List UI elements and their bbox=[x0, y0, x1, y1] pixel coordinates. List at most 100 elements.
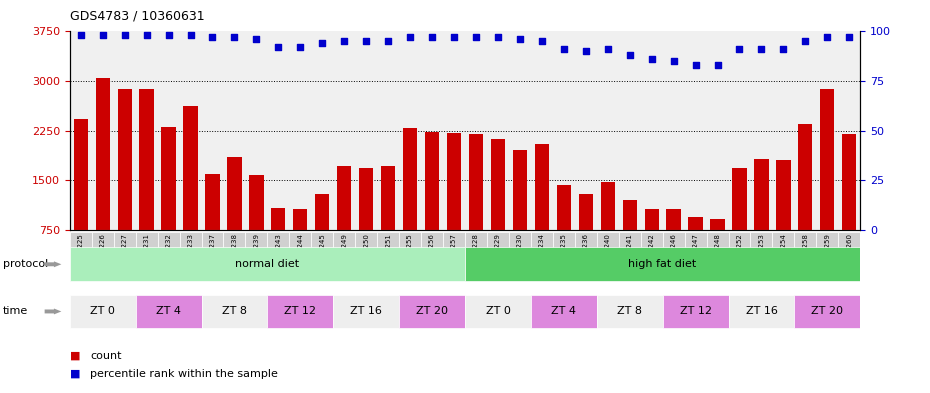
Bar bbox=[403, 128, 418, 279]
Bar bbox=[465, 295, 531, 328]
Text: GSM1263233: GSM1263233 bbox=[188, 233, 193, 280]
Bar bbox=[707, 232, 728, 281]
Text: GSM1263228: GSM1263228 bbox=[473, 233, 479, 280]
Bar bbox=[469, 134, 483, 279]
Bar bbox=[728, 232, 751, 281]
Bar bbox=[272, 208, 286, 279]
Text: GSM1263242: GSM1263242 bbox=[648, 233, 655, 280]
Text: GDS4783 / 10360631: GDS4783 / 10360631 bbox=[70, 10, 205, 23]
Text: protocol: protocol bbox=[3, 259, 48, 269]
Point bbox=[820, 34, 835, 40]
Text: GSM1263235: GSM1263235 bbox=[561, 233, 566, 280]
Point bbox=[535, 38, 550, 44]
Bar bbox=[337, 166, 352, 279]
Text: GSM1263239: GSM1263239 bbox=[253, 233, 259, 280]
Text: GSM1263250: GSM1263250 bbox=[364, 233, 369, 280]
Bar bbox=[777, 160, 790, 279]
Point bbox=[205, 34, 219, 40]
Point bbox=[117, 32, 132, 39]
Text: GSM1263255: GSM1263255 bbox=[407, 233, 413, 280]
Bar bbox=[622, 200, 637, 279]
Bar bbox=[421, 232, 443, 281]
Text: GSM1263238: GSM1263238 bbox=[232, 233, 237, 280]
Bar bbox=[312, 232, 333, 281]
Point bbox=[161, 32, 176, 39]
Text: high fat diet: high fat diet bbox=[629, 259, 697, 268]
Bar bbox=[293, 209, 308, 279]
Bar bbox=[267, 232, 289, 281]
Bar bbox=[202, 295, 267, 328]
Point bbox=[842, 34, 857, 40]
Text: ZT 4: ZT 4 bbox=[551, 306, 577, 316]
Text: GSM1263249: GSM1263249 bbox=[341, 233, 347, 280]
Point bbox=[600, 46, 615, 52]
Text: ZT 0: ZT 0 bbox=[90, 306, 115, 316]
Text: GSM1263225: GSM1263225 bbox=[78, 233, 84, 280]
Point bbox=[512, 36, 527, 42]
Bar bbox=[289, 232, 312, 281]
Bar bbox=[162, 127, 176, 279]
Bar bbox=[140, 89, 153, 279]
Bar bbox=[557, 185, 571, 279]
Bar bbox=[249, 175, 263, 279]
Bar bbox=[751, 232, 773, 281]
Bar bbox=[443, 232, 465, 281]
Bar bbox=[465, 232, 487, 281]
Bar bbox=[491, 139, 505, 279]
Text: time: time bbox=[3, 307, 28, 316]
Point bbox=[73, 32, 88, 39]
Bar bbox=[732, 168, 747, 279]
Bar bbox=[552, 232, 575, 281]
Bar bbox=[399, 232, 421, 281]
Bar bbox=[531, 232, 552, 281]
Text: count: count bbox=[90, 351, 122, 361]
Bar bbox=[754, 159, 768, 279]
Bar bbox=[487, 232, 509, 281]
Bar bbox=[667, 209, 681, 279]
Bar bbox=[688, 217, 703, 279]
Text: GSM1263244: GSM1263244 bbox=[298, 233, 303, 280]
Point bbox=[315, 40, 330, 46]
Text: GSM1263246: GSM1263246 bbox=[671, 233, 677, 280]
Bar bbox=[96, 79, 110, 279]
Point bbox=[578, 48, 593, 55]
Text: ZT 4: ZT 4 bbox=[156, 306, 181, 316]
Text: ZT 16: ZT 16 bbox=[746, 306, 777, 316]
Point bbox=[380, 38, 395, 44]
Bar bbox=[662, 295, 728, 328]
Bar bbox=[136, 232, 157, 281]
Bar bbox=[113, 232, 136, 281]
Bar bbox=[117, 89, 132, 279]
Text: GSM1263248: GSM1263248 bbox=[714, 233, 721, 280]
Bar bbox=[246, 232, 267, 281]
Point bbox=[798, 38, 813, 44]
Bar bbox=[136, 295, 202, 328]
Point bbox=[249, 36, 264, 42]
Text: GSM1263253: GSM1263253 bbox=[759, 233, 764, 280]
Text: GSM1263259: GSM1263259 bbox=[824, 233, 830, 280]
Text: GSM1263252: GSM1263252 bbox=[737, 233, 742, 280]
Bar bbox=[381, 166, 395, 279]
Text: GSM1263254: GSM1263254 bbox=[780, 233, 787, 280]
Bar bbox=[817, 232, 838, 281]
Text: ZT 12: ZT 12 bbox=[285, 306, 316, 316]
Bar bbox=[773, 232, 794, 281]
Text: ■: ■ bbox=[70, 351, 80, 361]
Bar bbox=[838, 232, 860, 281]
Text: percentile rank within the sample: percentile rank within the sample bbox=[90, 369, 278, 379]
Bar bbox=[333, 232, 355, 281]
Text: GSM1263240: GSM1263240 bbox=[604, 233, 611, 280]
Bar bbox=[644, 209, 658, 279]
Bar bbox=[378, 232, 399, 281]
Text: GSM1263231: GSM1263231 bbox=[143, 233, 150, 280]
Bar bbox=[425, 132, 439, 279]
Point bbox=[711, 62, 725, 68]
Text: ZT 8: ZT 8 bbox=[618, 306, 643, 316]
Bar bbox=[662, 232, 684, 281]
Text: ZT 16: ZT 16 bbox=[351, 306, 382, 316]
Bar bbox=[465, 248, 860, 281]
Text: GSM1263226: GSM1263226 bbox=[100, 233, 106, 280]
Text: GSM1263227: GSM1263227 bbox=[122, 233, 127, 280]
Bar bbox=[798, 124, 813, 279]
Bar bbox=[183, 106, 198, 279]
